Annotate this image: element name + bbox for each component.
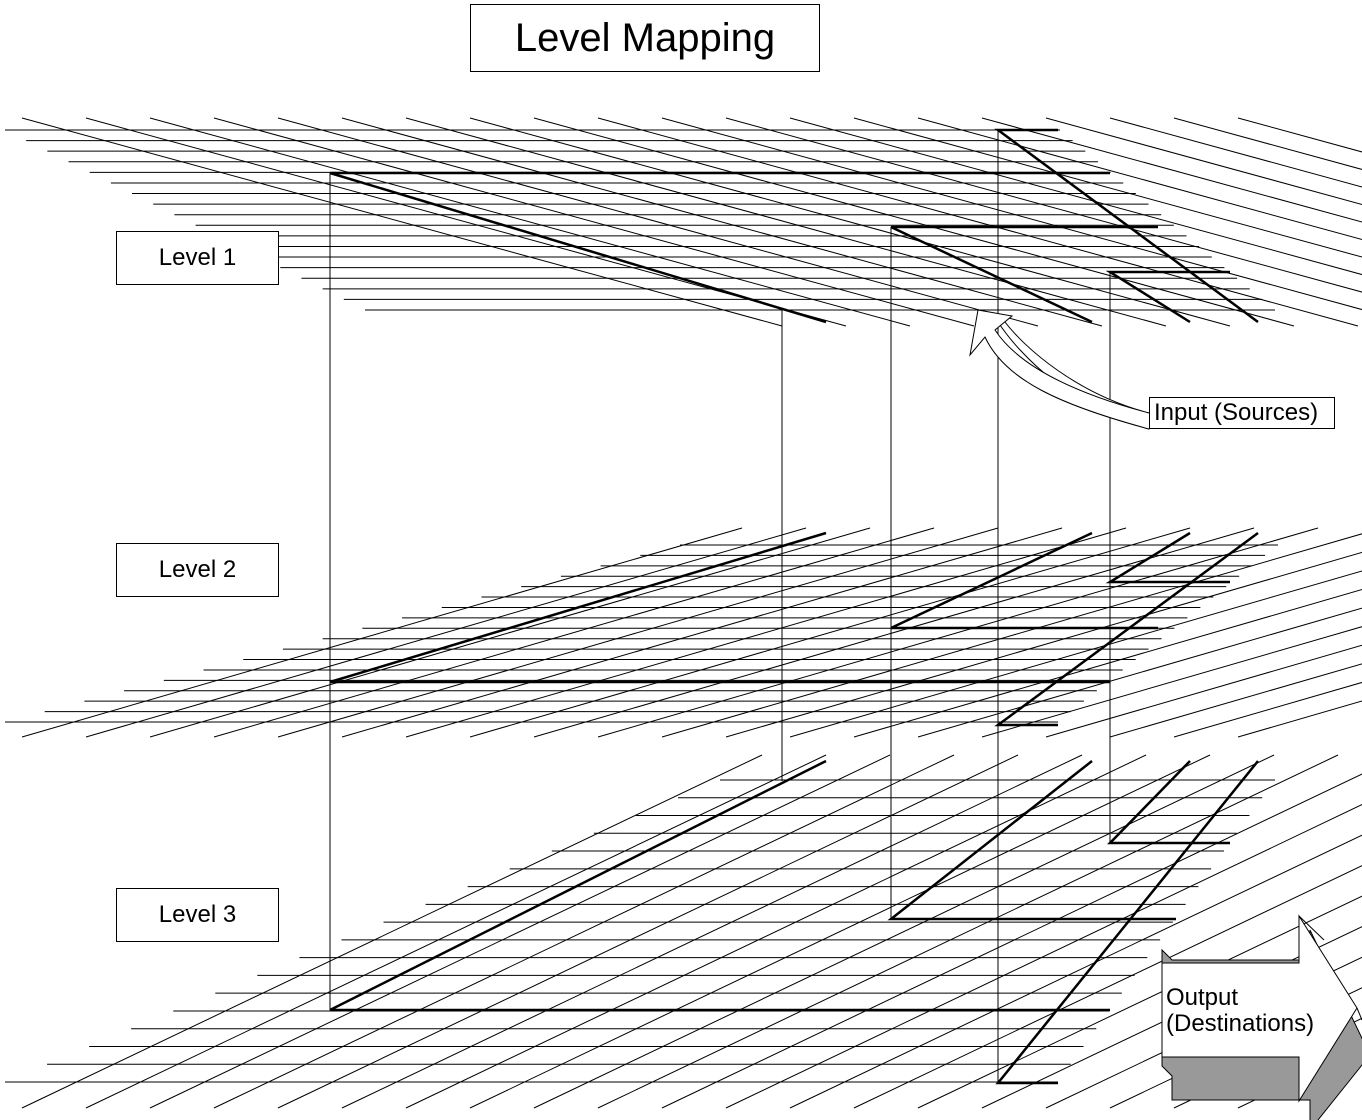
grid-line xyxy=(789,117,1362,276)
grid-line xyxy=(341,117,1103,327)
grid-line xyxy=(917,895,1362,1109)
grid-line xyxy=(853,589,1362,738)
grid-line xyxy=(725,551,1362,738)
grid-line xyxy=(981,117,1362,223)
grid-line xyxy=(597,117,1359,327)
grid-line xyxy=(1237,700,1362,738)
grid-line xyxy=(917,117,1362,241)
grid-line xyxy=(213,117,975,327)
route-path xyxy=(890,531,1158,630)
input-sources-label: Input (Sources) xyxy=(1149,397,1335,429)
grid-line xyxy=(597,527,1319,738)
grid-line xyxy=(341,754,1083,1109)
grid-line xyxy=(85,117,847,327)
route-path xyxy=(329,531,1110,684)
grid-line xyxy=(789,834,1362,1109)
grid-line xyxy=(1045,644,1362,738)
diagram-title: Level Mapping xyxy=(470,4,820,72)
grid-line xyxy=(21,754,763,1109)
grid-line xyxy=(1109,663,1362,738)
grid-line xyxy=(1045,117,1362,206)
grid-line xyxy=(149,527,871,738)
grid-line xyxy=(149,754,891,1109)
grid-line xyxy=(533,117,1295,327)
route-path xyxy=(994,128,1259,324)
route-path xyxy=(995,760,1259,1085)
grid-line xyxy=(981,626,1362,738)
grid-line xyxy=(789,570,1362,738)
output-label-line-1: Output xyxy=(1166,984,1239,1011)
grid-line xyxy=(341,527,1063,738)
grid-line xyxy=(853,117,1362,258)
output-label-line-2: (Destinations) xyxy=(1166,1010,1315,1037)
route-path xyxy=(887,760,1176,921)
grid-line xyxy=(725,117,1362,293)
grid-line xyxy=(661,773,1362,1109)
grid-line xyxy=(1173,681,1362,738)
grid-line xyxy=(469,754,1211,1109)
grid-line xyxy=(85,754,827,1109)
output-arrow-icon xyxy=(1161,914,1362,1120)
input-arrow-icon xyxy=(969,309,1150,430)
grid-line xyxy=(277,527,999,738)
route-path xyxy=(329,171,1110,324)
routing-paths xyxy=(329,128,1259,1085)
route-path xyxy=(890,225,1158,324)
grid-line xyxy=(469,527,1191,738)
grid-line xyxy=(1237,117,1362,153)
grid-line xyxy=(661,117,1362,311)
route-path xyxy=(1105,531,1230,584)
grid-line xyxy=(85,527,807,738)
grid-line xyxy=(405,527,1127,738)
grid-line xyxy=(213,527,935,738)
grid-line xyxy=(405,117,1167,327)
grid-line xyxy=(533,527,1255,738)
grid-line xyxy=(725,804,1362,1109)
level-1-grid xyxy=(5,117,1362,327)
grid-line xyxy=(469,117,1231,327)
grid-line xyxy=(533,754,1275,1109)
grid-line xyxy=(277,754,1019,1109)
grid-line xyxy=(405,754,1147,1109)
grid-line xyxy=(1109,117,1362,188)
route-path xyxy=(1107,760,1230,845)
level-3-label: Level 3 xyxy=(116,888,279,942)
grid-line xyxy=(853,865,1362,1109)
grid-line xyxy=(213,754,955,1109)
route-path xyxy=(994,531,1259,727)
grid-line xyxy=(277,117,1039,327)
level-2-grid xyxy=(5,527,1362,738)
route-path xyxy=(1105,270,1230,324)
route-path xyxy=(329,759,1110,1012)
grid-line xyxy=(981,926,1362,1109)
output-destinations-label: Output (Destinations) xyxy=(1166,985,1314,1037)
grid-line xyxy=(21,527,743,738)
grid-line xyxy=(917,607,1362,738)
level-2-label: Level 2 xyxy=(116,543,279,597)
grid-line xyxy=(1173,117,1362,170)
grid-line xyxy=(21,117,783,327)
grid-line xyxy=(149,117,911,327)
level-1-label: Level 1 xyxy=(116,231,279,285)
